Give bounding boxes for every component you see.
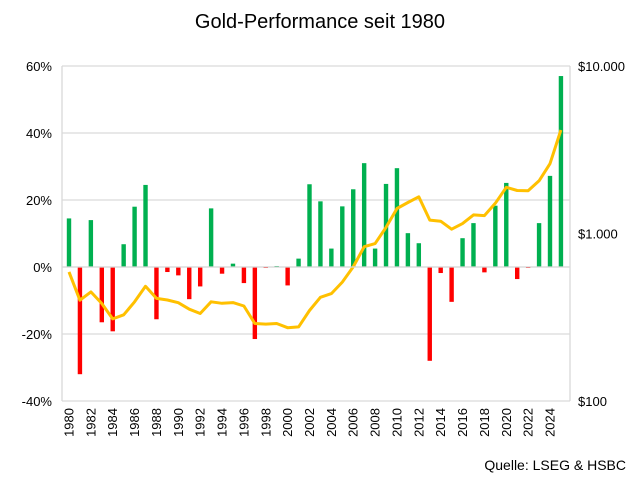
bar-1984 — [110, 267, 115, 332]
y-tick-label: 0% — [33, 260, 52, 275]
x-tick-label: 1988 — [149, 408, 164, 437]
x-tick-label: 2012 — [411, 408, 426, 437]
x-tick-label: 1982 — [83, 408, 98, 437]
bar-2010 — [394, 168, 400, 267]
bar-1992 — [197, 267, 203, 287]
x-tick-label: 2018 — [477, 408, 492, 437]
bar-1991 — [187, 267, 192, 300]
x-tick-label: 2010 — [389, 408, 404, 437]
line-series — [67, 129, 563, 330]
bar-2012 — [416, 243, 422, 267]
bar-2007 — [361, 163, 367, 267]
bar-1994 — [219, 267, 225, 274]
x-tick-label: 2008 — [368, 408, 383, 437]
bar-2006 — [351, 189, 356, 267]
bar-2017 — [471, 223, 476, 267]
x-tick-label: 1990 — [171, 408, 186, 437]
bar-1980 — [66, 218, 72, 267]
axes — [61, 66, 571, 401]
bar-1987 — [143, 184, 148, 267]
bar-2020 — [504, 182, 509, 267]
bar-1982 — [88, 220, 94, 267]
bar-1981 — [77, 267, 83, 375]
bar-2021 — [515, 267, 520, 280]
bar-2014 — [438, 267, 443, 274]
bar-1995 — [230, 263, 236, 267]
right-axis-labels: $10.000 $1.000 $100 — [578, 59, 625, 409]
x-tick-label: 1986 — [127, 408, 142, 437]
bar-2018 — [482, 267, 487, 273]
bar-2000 — [285, 267, 290, 286]
bar-2025 — [558, 76, 564, 267]
bar-2003 — [318, 201, 323, 267]
bar-2002 — [307, 184, 312, 267]
bar-2008 — [372, 248, 378, 267]
x-tick-label: 2020 — [499, 408, 514, 437]
bar-1988 — [154, 267, 159, 320]
bar-2023 — [536, 223, 542, 267]
x-tick-label: 2016 — [455, 408, 470, 437]
bar-2001 — [296, 258, 301, 267]
bar-2019 — [493, 205, 498, 267]
x-tick-label: 2014 — [433, 408, 448, 437]
left-axis-labels: 60% 40% 20% 0% -20% -40% — [22, 59, 53, 409]
bar-2011 — [405, 233, 411, 267]
bar-series — [66, 76, 564, 375]
y-right-tick-label: $10.000 — [578, 59, 625, 74]
x-tick-label: 1992 — [193, 408, 208, 437]
x-tick-label: 2024 — [543, 408, 558, 437]
y-tick-label: -20% — [22, 327, 53, 342]
bar-1993 — [208, 208, 214, 267]
bar-2016 — [460, 238, 465, 267]
bar-2013 — [427, 267, 432, 361]
bar-1985 — [121, 244, 126, 267]
bar-1986 — [132, 206, 137, 267]
y-right-tick-label: $100 — [578, 394, 607, 409]
gold-price-line — [67, 129, 563, 330]
x-tick-label: 1984 — [105, 408, 120, 437]
y-tick-label: 60% — [26, 59, 52, 74]
bar-1989 — [165, 267, 170, 273]
x-tick-label: 1998 — [258, 408, 273, 437]
chart-title: Gold-Performance seit 1980 — [195, 11, 445, 33]
x-tick-label: 1994 — [215, 408, 230, 437]
x-tick-label: 1996 — [236, 408, 251, 437]
y-tick-label: 40% — [26, 126, 52, 141]
y-tick-label: -40% — [22, 394, 53, 409]
x-tick-label: 2022 — [521, 408, 536, 437]
bar-1983 — [99, 267, 104, 323]
x-tick-label: 1980 — [62, 408, 77, 437]
bar-1997 — [252, 267, 258, 340]
y-tick-label: 20% — [26, 193, 52, 208]
x-tick-label: 2002 — [302, 408, 317, 437]
bar-2005 — [340, 206, 345, 267]
bar-1990 — [176, 267, 181, 276]
bar-1996 — [241, 267, 247, 284]
x-tick-label: 2004 — [324, 408, 339, 437]
bar-2004 — [329, 248, 334, 267]
y-right-tick-label: $1.000 — [578, 227, 618, 242]
x-axis-labels: 1980 1982 1984 1986 1988 1990 1992 1994 1996 1998… — [62, 408, 558, 437]
bar-2015 — [449, 267, 454, 302]
bar-2024 — [547, 175, 553, 267]
source-note: Quelle: LSEG & HSBC — [484, 457, 626, 473]
x-tick-label: 2000 — [280, 408, 295, 437]
x-tick-label: 2006 — [346, 408, 361, 437]
